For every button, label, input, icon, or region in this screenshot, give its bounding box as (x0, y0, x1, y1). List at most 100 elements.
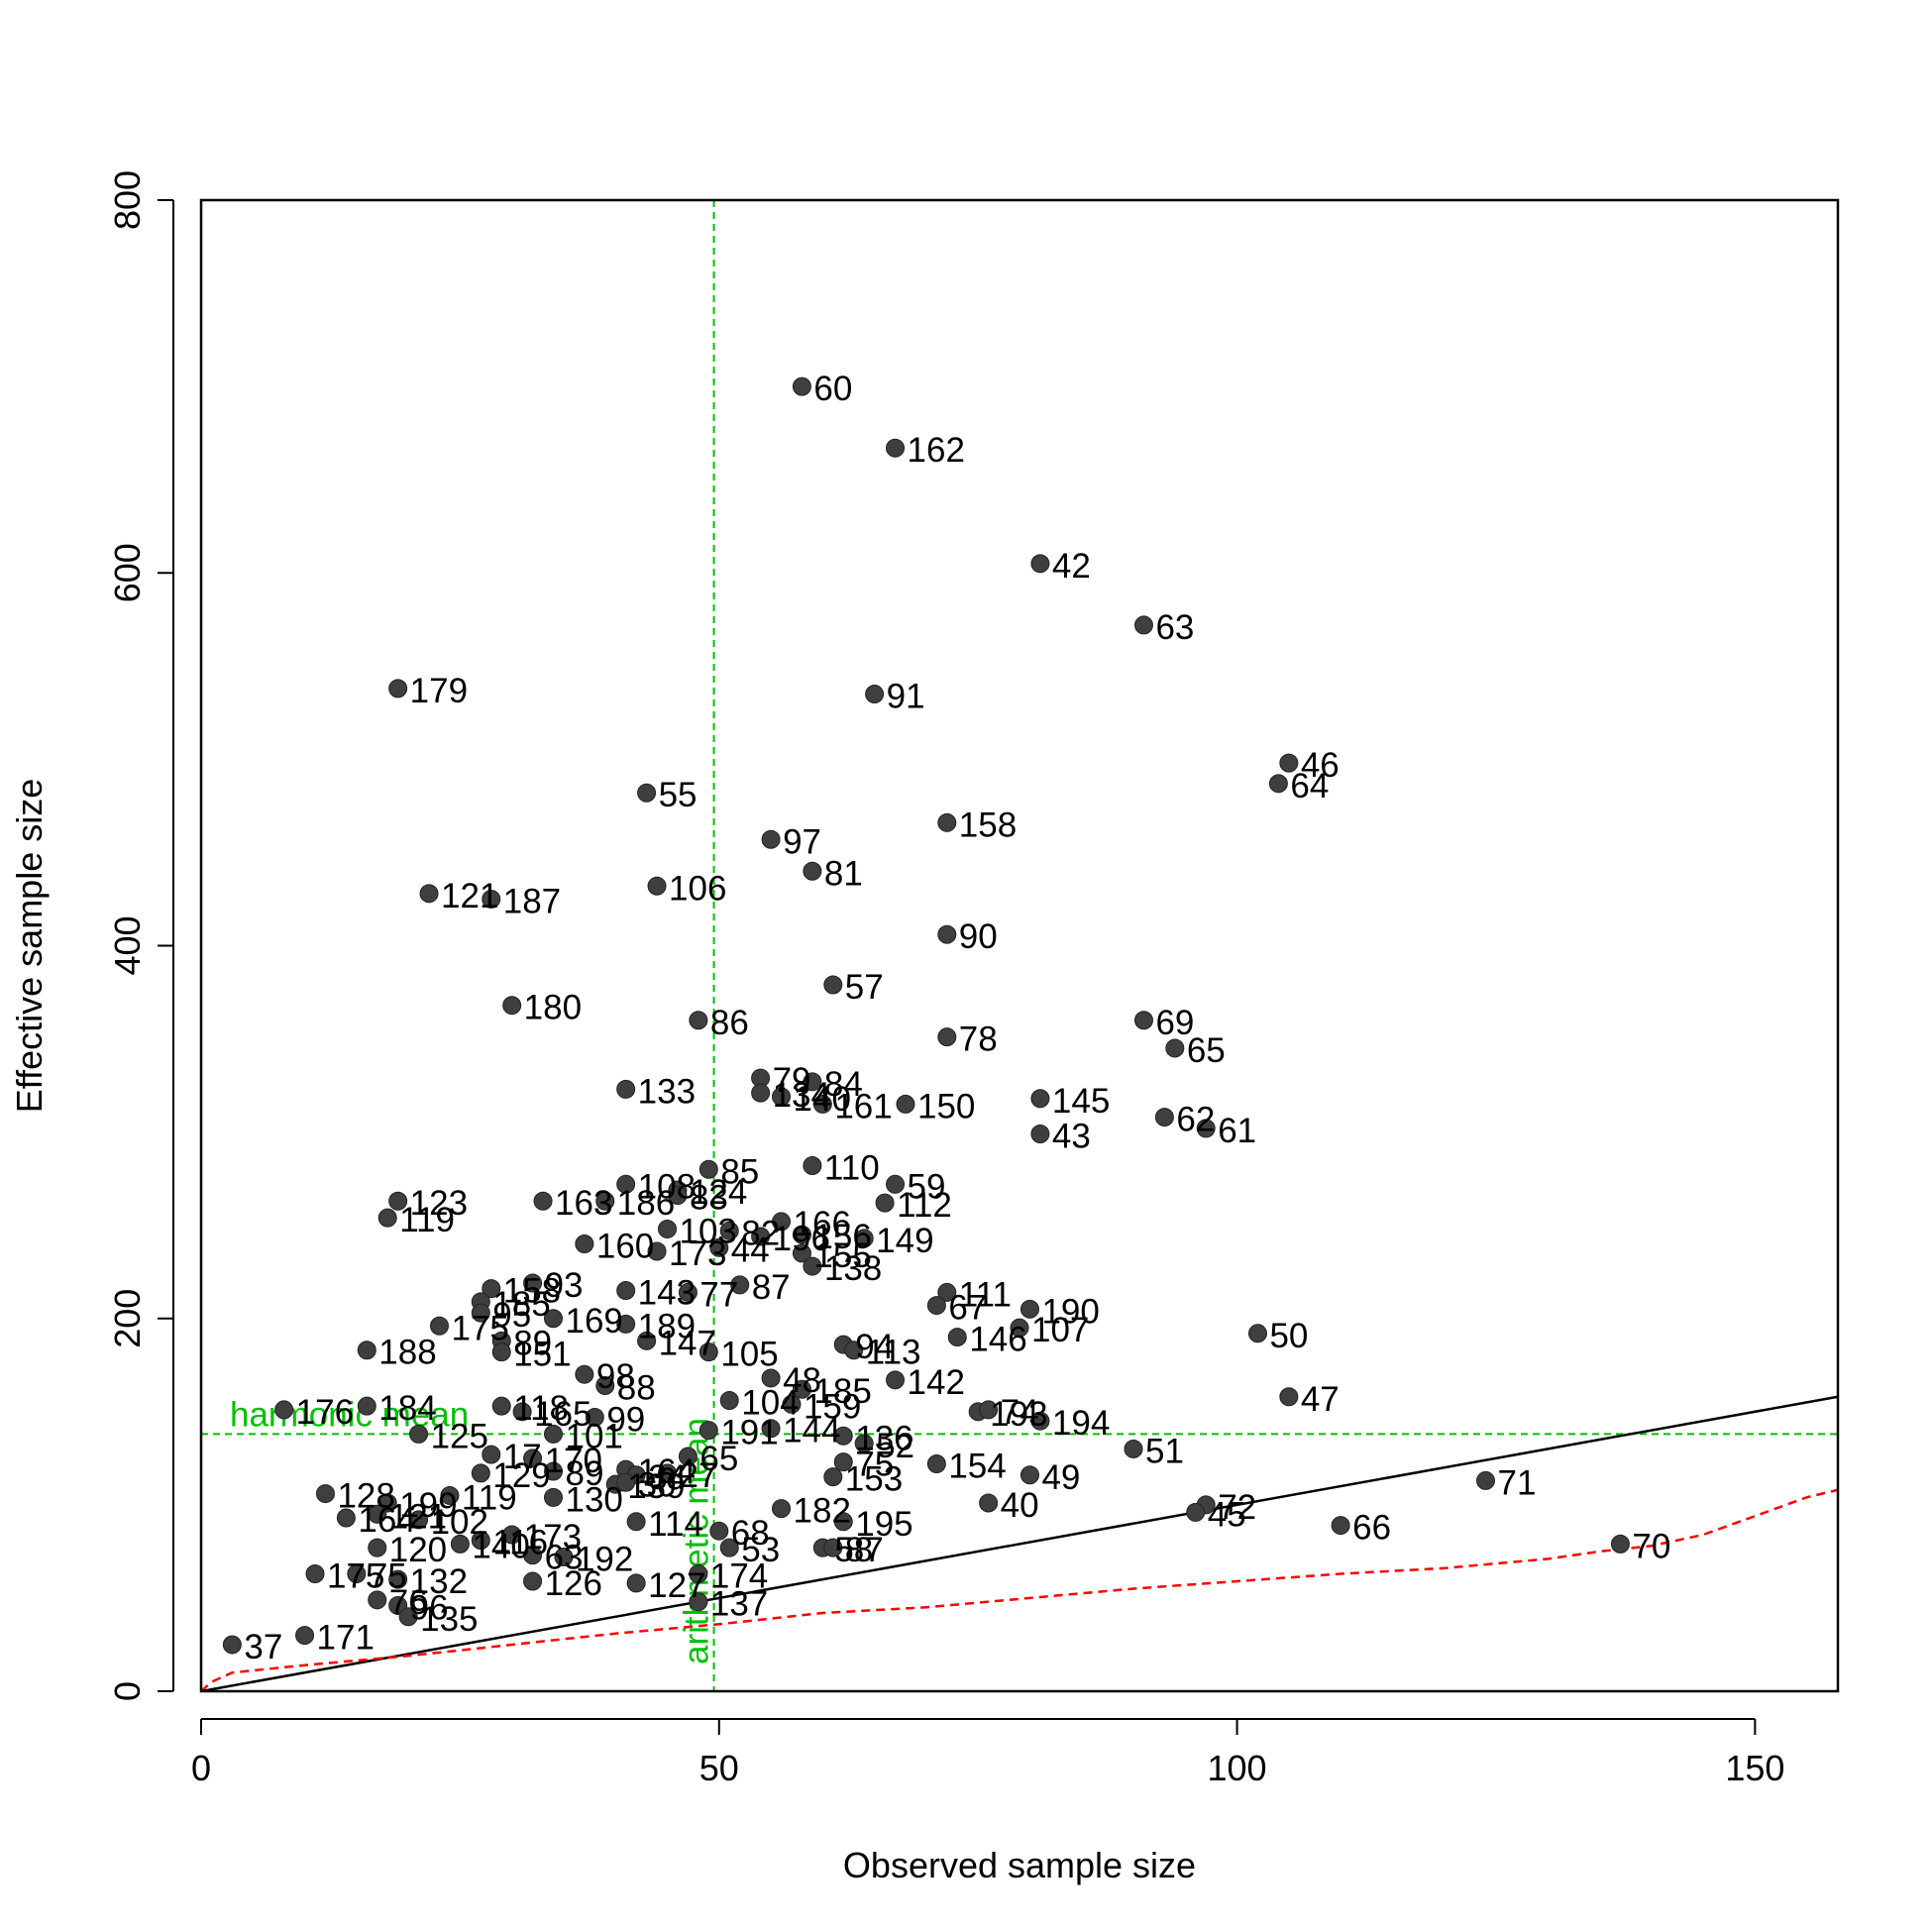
identity-line (200, 1395, 1839, 1693)
data-point-label: 70 (1632, 1527, 1670, 1565)
data-point-label: 173 (524, 1518, 582, 1556)
data-point (854, 1434, 874, 1453)
data-point-label: 128 (337, 1477, 394, 1516)
data-point (523, 1449, 543, 1468)
data-point-label: 83 (690, 1179, 728, 1218)
data-point-label: 87 (845, 1531, 884, 1569)
data-point-label: 59 (908, 1167, 946, 1206)
data-point-label: 101 (565, 1417, 622, 1455)
data-point-label: 191 (720, 1414, 778, 1452)
data-point-label: 81 (824, 854, 863, 893)
data-point-label: 121 (389, 1497, 447, 1536)
data-point (471, 1463, 490, 1483)
data-point (979, 1400, 999, 1420)
data-point-label: 132 (410, 1562, 468, 1601)
data-point (575, 1364, 594, 1384)
data-point (782, 1394, 802, 1414)
data-point-label: 84 (824, 1065, 863, 1104)
data-point (1279, 753, 1299, 773)
data-point-label: 158 (959, 805, 1017, 844)
data-point (772, 1499, 792, 1519)
data-point-label: 170 (545, 1442, 602, 1480)
data-point (678, 1447, 698, 1466)
data-point (823, 975, 843, 995)
data-point (626, 1512, 646, 1532)
data-point (616, 1472, 636, 1492)
data-point-label: 114 (648, 1505, 703, 1544)
lower-quantile-curve (200, 1488, 1839, 1692)
data-point-label: 107 (1031, 1311, 1089, 1349)
data-point (1030, 1089, 1050, 1109)
data-point (336, 1508, 356, 1528)
data-point-label: 147 (659, 1324, 716, 1362)
data-point-label: 175 (451, 1309, 508, 1347)
plot-frame (199, 198, 1840, 1693)
data-point-label: 57 (845, 968, 884, 1007)
data-point-label: 72 (1218, 1488, 1256, 1527)
data-point-label: 118 (513, 1389, 569, 1428)
data-point (512, 1402, 532, 1422)
data-point-label: 123 (410, 1184, 468, 1223)
data-point (543, 1424, 563, 1444)
data-point (429, 1316, 449, 1336)
data-point-label: 137 (710, 1585, 768, 1624)
data-point (637, 783, 657, 803)
data-point (409, 1510, 429, 1530)
data-point (1610, 1534, 1630, 1554)
data-point (937, 924, 957, 944)
data-point (698, 1342, 718, 1362)
data-point-label: 17 (503, 1438, 542, 1476)
data-point-label: 119 (462, 1478, 517, 1517)
data-point (616, 1314, 636, 1334)
data-point-label: 49 (1041, 1458, 1080, 1497)
data-point-label: 125 (431, 1417, 488, 1455)
data-point (1331, 1516, 1350, 1536)
y-tick-label: 400 (107, 915, 148, 975)
data-point (502, 996, 522, 1016)
data-point (937, 1027, 957, 1047)
data-point (730, 1275, 750, 1295)
data-point (668, 1186, 688, 1206)
data-point (875, 1193, 895, 1213)
data-point-label: 121 (441, 877, 498, 915)
data-point (689, 1563, 708, 1583)
data-point (803, 1256, 822, 1276)
data-point (1030, 1411, 1050, 1431)
data-point (543, 1461, 563, 1481)
data-point-label: 65 (699, 1440, 738, 1478)
data-point-label: 189 (638, 1307, 696, 1345)
data-point-label: 52 (876, 1427, 914, 1465)
data-point-label: 179 (410, 672, 468, 710)
data-point (833, 1512, 853, 1532)
data-point (751, 1227, 771, 1246)
data-point-label: 134 (773, 1076, 830, 1115)
data-point-label: 75 (369, 1556, 407, 1595)
data-point-label: 113 (866, 1334, 921, 1372)
data-point (698, 1159, 718, 1179)
data-point (689, 1592, 708, 1612)
data-point-label: 63 (1155, 608, 1194, 647)
data-point-label: 187 (503, 882, 561, 920)
x-tick-label: 0 (191, 1748, 211, 1788)
data-point-label: 105 (720, 1336, 778, 1374)
data-point (1020, 1299, 1039, 1319)
data-point (471, 1303, 490, 1323)
data-point-label: 186 (617, 1184, 675, 1223)
data-point (491, 1342, 511, 1362)
points-layer (222, 376, 1630, 1655)
data-point (658, 1463, 678, 1483)
data-point (1279, 1387, 1299, 1407)
data-point (719, 1391, 739, 1411)
data-point (761, 1368, 781, 1388)
data-point (792, 1379, 811, 1399)
data-point (719, 1221, 739, 1240)
data-point-label: 71 (1498, 1463, 1537, 1502)
data-point-label: 135 (420, 1600, 478, 1639)
data-point (274, 1400, 294, 1420)
data-point-label: 98 (596, 1357, 635, 1396)
data-point-label: 133 (638, 1072, 696, 1111)
data-point-label: 69 (1155, 1004, 1194, 1042)
data-point (658, 1219, 678, 1238)
